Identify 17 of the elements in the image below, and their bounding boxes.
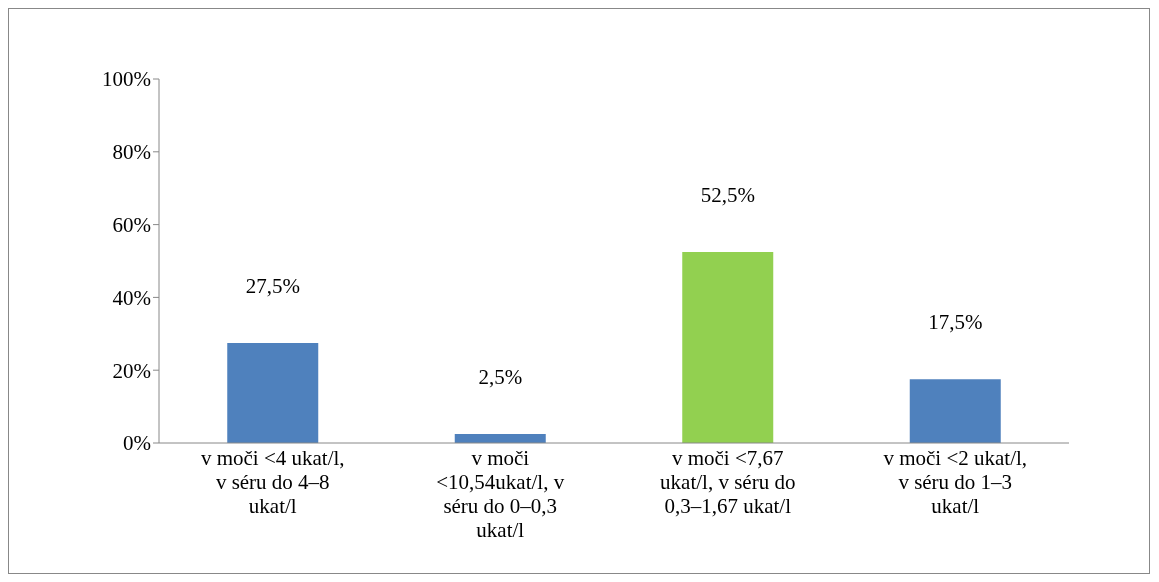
y-tick-label: 20% [112,358,151,383]
bar [909,379,1001,443]
bar [682,251,774,443]
y-tick-label: 80% [112,140,151,165]
y-tick-label: 100% [102,67,151,92]
x-tick-label: v moči <10,54ukat/l, v séru do 0–0,3 ukat/l [436,446,565,542]
x-tick-label: v moči <4 ukat/l, v séru do 4–8 ukat/l [200,446,345,518]
bar [227,342,319,443]
x-tick-label: v moči <2 ukat/l, v séru do 1–3 ukat/l [883,446,1028,518]
data-label: 27,5% [245,273,300,298]
y-tick-label: 0% [123,431,151,456]
data-label: 2,5% [478,364,523,389]
data-label: 52,5% [700,182,755,207]
y-tick-label: 40% [112,285,151,310]
x-tick-label: v moči <7,67 ukat/l, v séru do 0,3–1,67 ukat/l [660,446,796,518]
data-label: 17,5% [928,310,983,335]
y-tick-label: 60% [112,213,151,238]
